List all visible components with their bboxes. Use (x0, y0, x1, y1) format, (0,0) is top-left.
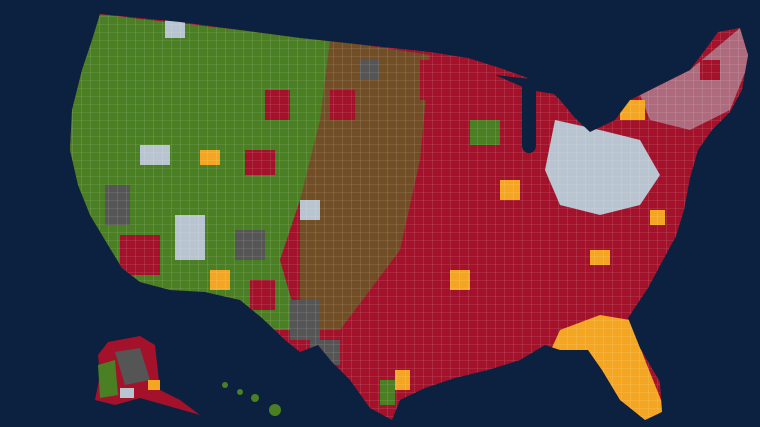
hawaii (222, 382, 281, 416)
alaska (95, 336, 200, 415)
lake (495, 75, 560, 95)
lake (522, 78, 536, 153)
